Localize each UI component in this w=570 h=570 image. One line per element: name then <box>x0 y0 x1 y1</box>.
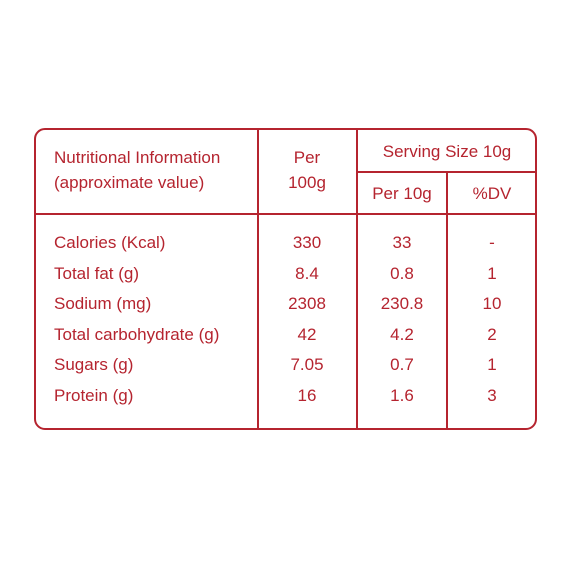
value-per-100g: 2308 <box>288 294 326 313</box>
value-per-100g: 16 <box>297 385 317 405</box>
header-serving-size: Serving Size 10g <box>382 142 512 161</box>
value-per-100g: 8.4 <box>295 263 319 283</box>
header-divider <box>34 213 537 215</box>
value-per-10g: 4.2 <box>390 324 414 344</box>
header-nutrition-label-line1: Nutritional Information <box>54 148 221 167</box>
nutrient-name: Total carbohydrate (g) <box>54 324 220 344</box>
value-dv: 1 <box>487 355 497 374</box>
nutrient-name: Total fat (g) <box>54 263 140 283</box>
column-divider-per-100g <box>257 128 259 430</box>
value-per-10g: 230.8 <box>380 294 424 313</box>
value-per-10g: 33 <box>392 233 412 252</box>
value-per-10g: 0.7 <box>390 355 414 374</box>
value-dv: 3 <box>487 385 497 405</box>
header-per-line1: Per <box>293 148 321 167</box>
header-per-line2: 100g <box>288 173 326 192</box>
table-row: Protein (g) 16 1.6 3 <box>0 383 570 414</box>
table-row: Sugars (g) 7.05 0.7 1 <box>0 352 570 383</box>
table-row: Calories (Kcal) 330 33 - <box>0 230 570 261</box>
value-per-100g: 42 <box>297 324 317 344</box>
serving-size-divider <box>356 171 537 173</box>
nutrition-table <box>34 128 537 430</box>
value-dv: - <box>489 233 495 252</box>
nutrient-name: Sugars (g) <box>54 355 134 374</box>
table-row: Total carbohydrate (g) 42 4.2 2 <box>0 322 570 353</box>
nutrient-name: Protein (g) <box>54 385 134 405</box>
value-per-10g: 0.8 <box>390 263 414 283</box>
value-per-10g: 1.6 <box>390 385 414 405</box>
value-dv: 1 <box>487 263 497 283</box>
header-dv: %DV <box>472 184 512 203</box>
header-nutrition-label-line2: (approximate value) <box>54 173 205 192</box>
table-row: Sodium (mg) 2308 230.8 10 <box>0 291 570 322</box>
table-body: Calories (Kcal) 330 33 - Total fat (g) 8… <box>0 230 570 413</box>
header-per-serving: Per 10g <box>372 184 432 203</box>
table-row: Total fat (g) 8.4 0.8 1 <box>0 261 570 292</box>
column-divider-serving <box>356 128 358 430</box>
nutrient-name: Calories (Kcal) <box>54 233 166 252</box>
value-per-100g: 330 <box>292 233 322 252</box>
value-dv: 2 <box>487 324 497 344</box>
nutrient-name: Sodium (mg) <box>54 294 152 313</box>
column-divider-dv <box>446 172 448 430</box>
value-per-100g: 7.05 <box>290 355 324 374</box>
value-dv: 10 <box>482 294 502 313</box>
